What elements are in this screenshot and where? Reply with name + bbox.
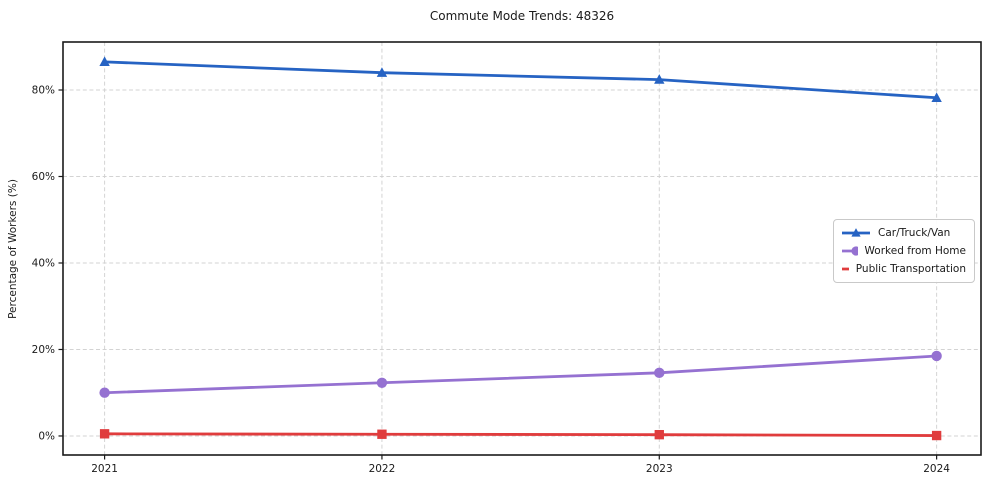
data-point-triangle-icon <box>376 67 388 77</box>
legend-label: Public Transportation <box>855 263 966 275</box>
y-tick-label: 40% <box>32 258 55 270</box>
data-point-triangle-icon <box>931 92 942 102</box>
data-point-circle-icon <box>654 367 665 379</box>
data-point-circle-icon <box>376 377 388 388</box>
x-tick-label: 2022 <box>369 463 396 475</box>
data-point-circle-icon <box>99 387 110 398</box>
y-tick-label: 0% <box>38 431 55 443</box>
y-tick-label: 60% <box>32 171 55 183</box>
legend-line-marker-icon <box>842 267 849 271</box>
legend-circle-marker-icon <box>851 246 858 256</box>
legend-item-public-transportation: Public Transportation <box>841 262 966 276</box>
data-point-square-icon <box>377 429 387 439</box>
data-point-square-icon <box>931 430 942 441</box>
data-point-circle-icon <box>931 350 942 362</box>
x-tick-label: 2024 <box>923 463 950 475</box>
legend-triangle-marker-icon <box>851 228 861 237</box>
data-point-triangle-icon <box>654 74 665 84</box>
data-point-triangle-icon <box>99 56 110 67</box>
chart-title: Commute Mode Trends: 48326 <box>429 9 615 23</box>
series-line-car-truck-van <box>103 60 939 100</box>
data-point-square-icon <box>654 429 664 440</box>
x-tick-label: 2023 <box>646 463 673 475</box>
x-tick-label: 2021 <box>91 463 118 475</box>
y-tick-label: 80% <box>32 85 55 97</box>
plot-border <box>62 41 982 456</box>
data-point-square-icon <box>99 429 110 439</box>
legend-item-car-truck-van: Car/Truck/Van <box>841 226 966 240</box>
series-line-public-transportation <box>103 432 939 437</box>
series-line-worked-from-home <box>103 354 939 395</box>
y-tick-label: 20% <box>32 344 55 356</box>
legend-line-marker-icon <box>842 228 870 237</box>
legend-label: Car/Truck/Van <box>878 227 951 239</box>
legend: Car/Truck/Van Worked from Home Public Tr… <box>833 219 975 283</box>
legend-item-worked-from-home: Worked from Home <box>841 244 966 258</box>
legend-label: Worked from Home <box>864 245 966 257</box>
legend-line-marker-icon <box>842 246 858 256</box>
